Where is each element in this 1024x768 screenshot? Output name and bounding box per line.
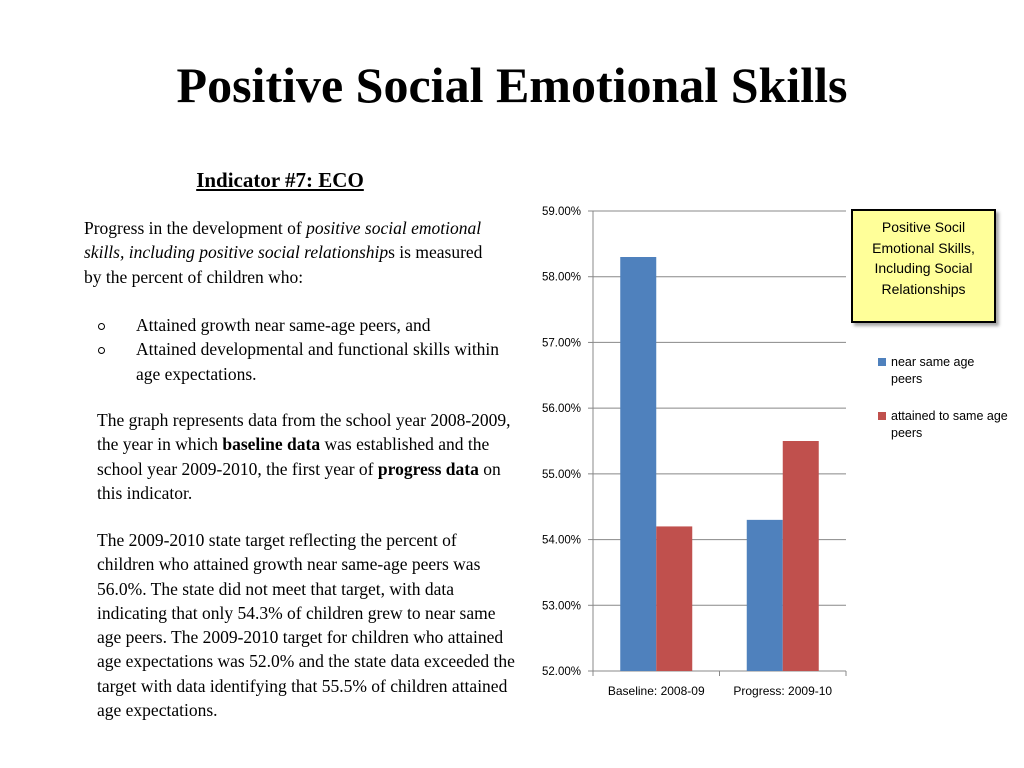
x-tick-label: Baseline: 2008-09 <box>608 684 705 698</box>
legend-label: attained to same age peers <box>891 409 1008 440</box>
graph-description-part-1: The graph represents data from the schoo… <box>97 410 511 455</box>
baseline-data-bold: baseline data <box>222 434 321 455</box>
graph-description-part-3: on this indicator. <box>97 458 501 503</box>
bar <box>620 257 657 671</box>
intro-text-italic: positive social emotional skills, includ… <box>84 218 482 263</box>
intro-paragraph: Progress in the development of positive … <box>84 216 504 289</box>
graph-description-part-2: was established and the school year 2009… <box>97 434 490 479</box>
chart-legend: near same age peers attained to same age … <box>878 354 1008 462</box>
list-item-text: Attained growth near same-age peers, and <box>136 315 431 335</box>
x-tick-label: Progress: 2009-10 <box>733 684 832 698</box>
y-tick-label: 55.00% <box>542 469 581 481</box>
bar-chart-svg: 52.00% 53.00% 54.00% 55.00% 56.00% 57.00% 58.0… <box>542 206 847 698</box>
progress-data-bold: progress data <box>377 458 479 479</box>
graph-description-paragraph: The graph represents data from the schoo… <box>97 408 517 505</box>
y-tick-label: 57.00% <box>542 337 581 349</box>
legend-item: near same age peers <box>878 354 1008 388</box>
y-tick-label: 59.00% <box>542 206 581 218</box>
intro-text-start: Progress in the development of <box>84 218 307 238</box>
target-paragraph: The 2009-2010 state target reflecting th… <box>97 530 515 721</box>
legend-swatch <box>878 358 886 366</box>
hollow-circle-bullet-icon <box>98 347 105 355</box>
list-item-text: Attained developmental and functional sk… <box>136 339 500 384</box>
bar <box>782 441 819 671</box>
indicator-subtitle: Indicator #7: ECO <box>196 168 364 192</box>
y-tick-label: 56.00% <box>542 403 581 415</box>
y-tick-label: 53.00% <box>542 600 581 612</box>
y-tick-label: 58.00% <box>542 272 581 284</box>
legend-label: near same age peers <box>891 355 975 386</box>
y-tick-label: 52.00% <box>542 666 581 678</box>
legend-item: attained to same age peers <box>878 408 1008 442</box>
intro-text-end: s is measured by the percent of children… <box>84 242 483 287</box>
y-tick-label: 54.00% <box>542 535 581 547</box>
bar <box>746 519 783 671</box>
bar <box>656 526 693 671</box>
slide-title: Positive Social Emotional Skills <box>176 57 848 113</box>
list-item: Attained growth near same-age peers, and <box>96 313 516 337</box>
hollow-circle-bullet-icon <box>98 323 105 330</box>
chart-title-box: Positive Socil Emotional Skills, Includi… <box>851 209 996 323</box>
bar-chart: 52.00% 53.00% 54.00% 55.00% 56.00% 57.00% 58.0… <box>510 195 1020 705</box>
criteria-list: Attained growth near same-age peers, and… <box>96 313 516 386</box>
legend-swatch <box>878 412 886 420</box>
list-item: Attained developmental and functional sk… <box>96 337 516 386</box>
